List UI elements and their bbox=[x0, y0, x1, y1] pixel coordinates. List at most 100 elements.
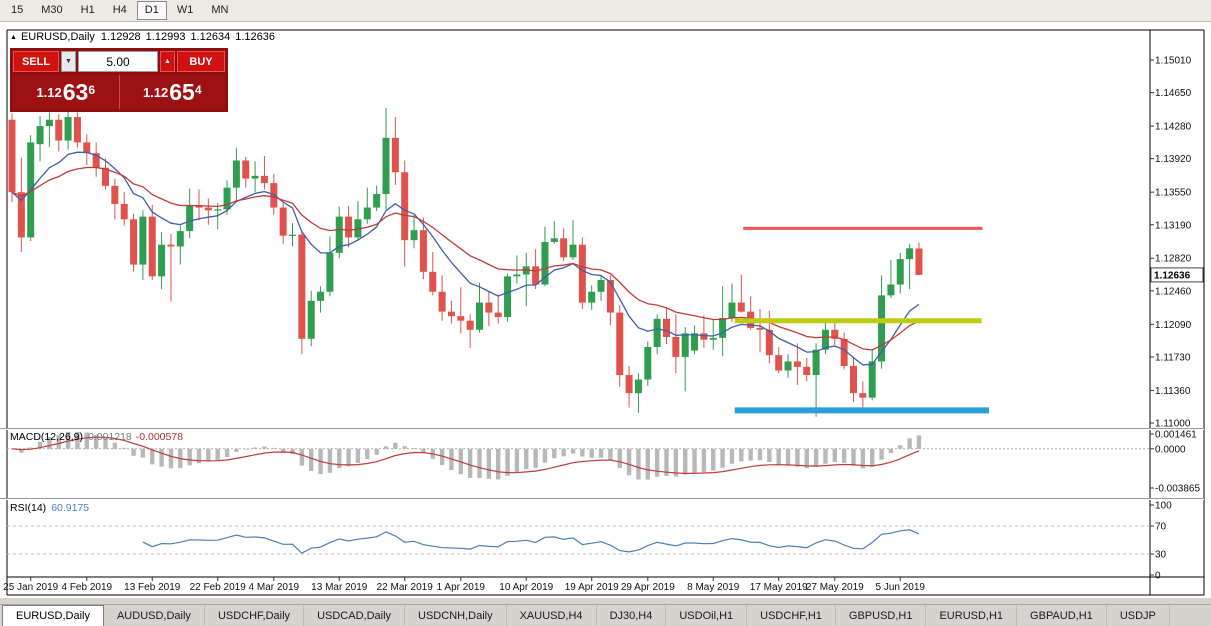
svg-text:1.14280: 1.14280 bbox=[1155, 122, 1192, 133]
svg-text:0.0000: 0.0000 bbox=[1155, 444, 1186, 455]
svg-text:1.12090: 1.12090 bbox=[1155, 320, 1192, 331]
svg-text:8 May 2019: 8 May 2019 bbox=[687, 582, 740, 593]
chart-canvas[interactable]: 1.15010 1.14650 1.14280 1.13920 1.13550 1.131… bbox=[0, 22, 1211, 598]
svg-text:22 Feb 2019: 22 Feb 2019 bbox=[190, 582, 247, 593]
svg-text:1.12636: 1.12636 bbox=[1154, 270, 1191, 281]
chart-tab-eurusd-daily[interactable]: EURUSD,Daily bbox=[2, 605, 104, 626]
svg-text:1 Apr 2019: 1 Apr 2019 bbox=[437, 582, 486, 593]
date-axis[interactable]: 25 Jan 2019 4 Feb 2019 13 Feb 2019 22 Feb 2… bbox=[3, 577, 925, 593]
pane-splitter-rsi[interactable] bbox=[0, 498, 1204, 500]
svg-text:1.15010: 1.15010 bbox=[1155, 56, 1192, 67]
svg-text:1.12820: 1.12820 bbox=[1155, 254, 1192, 265]
ohlc-low: 1.12634 bbox=[190, 31, 231, 43]
sell-price-pipette: 6 bbox=[88, 83, 96, 97]
buy-price-pips: 65 bbox=[169, 78, 195, 105]
rsi-value: 60.9175 bbox=[51, 502, 90, 514]
timeframe-button-15[interactable]: 15 bbox=[11, 4, 24, 16]
chart-title: ▲ EURUSD,Daily 1.12928 1.12993 1.12634 1.1263… bbox=[10, 31, 280, 43]
svg-text:27 May 2019: 27 May 2019 bbox=[806, 582, 864, 593]
chart-tab-eurusd-h1[interactable]: EURUSD,H1 bbox=[926, 605, 1018, 626]
macd-signal-line bbox=[11, 436, 920, 475]
volume-dropdown-icon[interactable]: ▼ bbox=[61, 51, 76, 72]
trend-lines-layer bbox=[734, 226, 990, 414]
svg-text:-0.003865: -0.003865 bbox=[1155, 483, 1200, 494]
timeframe-button-h4[interactable]: H4 bbox=[112, 4, 127, 16]
collapse-icon[interactable]: ▲ bbox=[10, 34, 17, 41]
candles-layer bbox=[8, 107, 923, 417]
svg-text:19 Apr 2019: 19 Apr 2019 bbox=[565, 582, 619, 593]
macd-value: 0.001218 bbox=[87, 431, 132, 443]
chart-tab-usdcnh-daily[interactable]: USDCNH,Daily bbox=[405, 605, 507, 626]
moving-averages-layer bbox=[11, 151, 920, 366]
ohlc-high: 1.12993 bbox=[145, 31, 186, 43]
chart-tab-usdcad-daily[interactable]: USDCAD,Daily bbox=[304, 605, 406, 626]
timeframe-button-mn[interactable]: MN bbox=[211, 4, 229, 16]
buy-price-prefix: 1.12 bbox=[142, 84, 169, 100]
svg-text:70: 70 bbox=[1155, 522, 1167, 533]
timeframe-button-w1[interactable]: W1 bbox=[176, 4, 194, 16]
svg-text:0: 0 bbox=[1155, 571, 1161, 582]
svg-text:1.11730: 1.11730 bbox=[1155, 352, 1191, 363]
buy-price-pipette: 4 bbox=[194, 83, 202, 97]
macd-name: MACD(12,26,9) bbox=[10, 431, 83, 443]
buy-price-display[interactable]: 1.12 65 4 bbox=[118, 75, 226, 109]
timeframe-toolbar: 15 M30 H1 H4 D1 W1 MN bbox=[0, 0, 1211, 22]
macd-pane bbox=[7, 432, 1150, 480]
sell-price-display[interactable]: 1.12 63 6 bbox=[13, 75, 119, 109]
svg-text:1.13550: 1.13550 bbox=[1155, 188, 1192, 199]
chart-tab-usdjp[interactable]: USDJP bbox=[1107, 605, 1170, 626]
volume-stepper-icon[interactable]: ▲ bbox=[160, 51, 175, 72]
chart-tab-usdchf-h1[interactable]: USDCHF,H1 bbox=[747, 605, 836, 626]
svg-text:0.001461: 0.001461 bbox=[1155, 429, 1197, 440]
rsi-line bbox=[142, 529, 920, 554]
svg-text:10 Apr 2019: 10 Apr 2019 bbox=[499, 582, 553, 593]
chart-tab-gbpusd-h1[interactable]: GBPUSD,H1 bbox=[836, 605, 927, 626]
rsi-axis[interactable]: 100 70 30 0 bbox=[1150, 501, 1172, 582]
ma-fast-line bbox=[11, 151, 920, 366]
svg-text:17 May 2019: 17 May 2019 bbox=[750, 582, 808, 593]
svg-text:1.13190: 1.13190 bbox=[1155, 220, 1192, 231]
buy-button[interactable]: BUY bbox=[177, 51, 225, 72]
current-price-tag: 1.12636 bbox=[1150, 267, 1204, 283]
chart-tab-dj30-h4[interactable]: DJ30,H4 bbox=[597, 605, 667, 626]
svg-text:30: 30 bbox=[1155, 550, 1167, 561]
ohlc-open: 1.12928 bbox=[100, 31, 141, 43]
price-axis[interactable]: 1.15010 1.14650 1.14280 1.13920 1.13550 1.131… bbox=[1150, 56, 1192, 430]
one-click-trading-panel: SELL ▼ 5.00 ▲ BUY 1.12 63 6 1.12 65 4 bbox=[10, 48, 228, 112]
chart-symbol-label: EURUSD,Daily bbox=[20, 31, 95, 43]
svg-text:29 Apr 2019: 29 Apr 2019 bbox=[621, 582, 675, 593]
sell-price-prefix: 1.12 bbox=[36, 84, 62, 100]
svg-text:1.12460: 1.12460 bbox=[1155, 286, 1192, 297]
svg-text:13 Feb 2019: 13 Feb 2019 bbox=[124, 582, 181, 593]
volume-input[interactable]: 5.00 bbox=[78, 51, 158, 72]
chart-tab-gbpaud-h1[interactable]: GBPAUD,H1 bbox=[1017, 605, 1107, 626]
timeframe-button-h1[interactable]: H1 bbox=[80, 4, 95, 16]
chart-frame bbox=[6, 29, 1205, 596]
svg-text:13 Mar 2019: 13 Mar 2019 bbox=[311, 582, 368, 593]
sell-button[interactable]: SELL bbox=[13, 51, 59, 72]
svg-text:1.13920: 1.13920 bbox=[1155, 154, 1192, 165]
ohlc-close: 1.12636 bbox=[235, 31, 275, 43]
chart-tab-usdoil-h1[interactable]: USDOil,H1 bbox=[666, 605, 748, 626]
chart-tabbar: EURUSD,Daily AUDUSD,Daily USDCHF,Daily USDC… bbox=[0, 604, 1211, 626]
svg-text:5 Jun 2019: 5 Jun 2019 bbox=[876, 582, 926, 593]
rsi-pane bbox=[7, 525, 1150, 555]
svg-text:25 Jan 2019: 25 Jan 2019 bbox=[3, 582, 58, 593]
macd-signal-value: -0.000578 bbox=[135, 431, 184, 443]
timeframe-button-d1[interactable]: D1 bbox=[136, 1, 167, 20]
timeframe-button-m30[interactable]: M30 bbox=[41, 4, 63, 16]
chart-tab-audusd-daily[interactable]: AUDUSD,Daily bbox=[104, 605, 205, 626]
svg-text:22 Mar 2019: 22 Mar 2019 bbox=[377, 582, 434, 593]
svg-text:4 Feb 2019: 4 Feb 2019 bbox=[61, 582, 112, 593]
svg-text:1.11360: 1.11360 bbox=[1155, 386, 1191, 397]
macd-axis[interactable]: 0.001461 0.0000 -0.003865 bbox=[1150, 429, 1200, 494]
macd-label: MACD(12,26,9) 0.001218 -0.000578 bbox=[10, 431, 183, 443]
rsi-name: RSI(14) bbox=[10, 502, 47, 514]
rsi-label: RSI(14) 60.9175 bbox=[10, 502, 89, 514]
chart-tab-xauusd-h4[interactable]: XAUUSD,H4 bbox=[507, 605, 597, 626]
svg-text:1.14650: 1.14650 bbox=[1155, 88, 1192, 99]
pane-splitter-macd[interactable] bbox=[0, 428, 1204, 430]
chart-window: 1.15010 1.14650 1.14280 1.13920 1.13550 1.131… bbox=[0, 22, 1211, 598]
chart-tab-usdchf-daily[interactable]: USDCHF,Daily bbox=[205, 605, 305, 626]
